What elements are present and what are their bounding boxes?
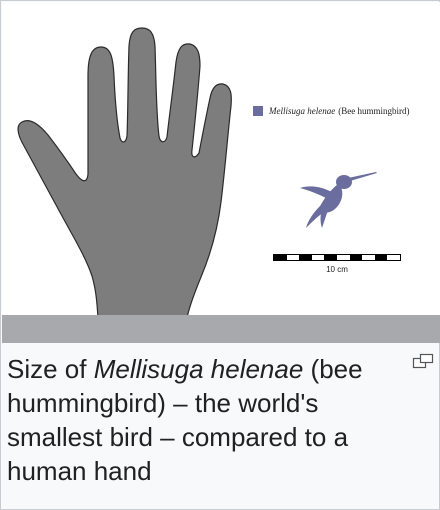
ground-band (2, 315, 440, 343)
scale-bar (273, 254, 401, 261)
caption-suffix: (bee hummingbird) – the world's smallest… (7, 354, 363, 486)
hand-silhouette (17, 27, 232, 319)
hummingbird-silhouette (300, 172, 377, 228)
enlarge-icon[interactable] (412, 353, 434, 369)
legend: Mellisuga helenae (Bee hummingbird) (253, 106, 409, 116)
scale-bar-label: 10 cm (326, 265, 348, 274)
caption-prefix: Size of (7, 354, 94, 384)
comparison-image[interactable]: Mellisuga helenae (Bee hummingbird) (2, 2, 440, 343)
legend-common-name: (Bee hummingbird) (338, 106, 410, 116)
legend-species: Mellisuga helenae (269, 106, 336, 116)
caption-species: Mellisuga helenae (93, 354, 304, 384)
figure-caption: Size of Mellisuga helenae (bee hummingbi… (7, 352, 407, 488)
legend-swatch (253, 106, 263, 116)
